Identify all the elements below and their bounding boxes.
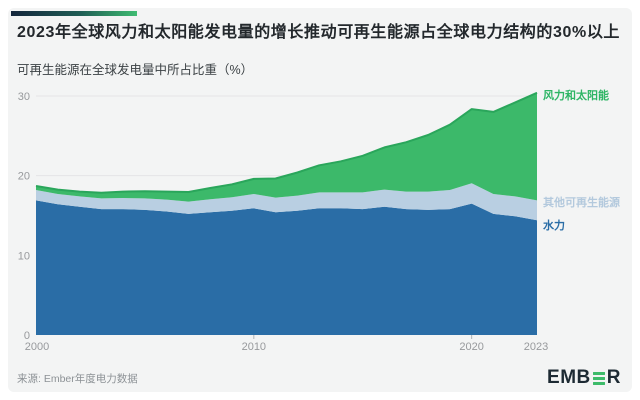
triple-bar-e-icon [592, 371, 605, 385]
legend-other-renewables: 其他可再生能源 [543, 197, 620, 209]
source-note: 来源: Ember年度电力数据 [17, 373, 138, 385]
chart-title: 2023年全球风力和太阳能发电量的增长推动可再生能源占全球电力结构的30%以上 [17, 24, 621, 41]
x-tick-label-2010: 2010 [242, 341, 266, 353]
y-tick-label-30: 30 [18, 91, 30, 103]
y-tick-label-10: 10 [18, 250, 30, 262]
area-series-2 [36, 92, 537, 202]
logo-text-suffix: R [606, 367, 621, 388]
logo-text-prefix: EMB [547, 367, 591, 388]
accent-bar [11, 11, 137, 16]
legend-wind-solar: 风力和太阳能 [543, 90, 609, 102]
x-tick-label-2023: 2023 [524, 341, 548, 353]
area-series-0 [36, 200, 537, 335]
x-tick-label-2020: 2020 [459, 341, 483, 353]
y-tick-label-0: 0 [24, 330, 30, 342]
ember-logo: EMB R [547, 367, 621, 389]
legend-hydro: 水力 [543, 220, 565, 232]
y-tick-label-20: 20 [18, 171, 30, 183]
x-tick-label-2000: 2000 [25, 341, 49, 353]
chart-subtitle: 可再生能源在全球发电量中所占比重（%） [17, 63, 254, 77]
area-series-1 [36, 183, 537, 221]
area-topline-2 [35, 91, 538, 194]
